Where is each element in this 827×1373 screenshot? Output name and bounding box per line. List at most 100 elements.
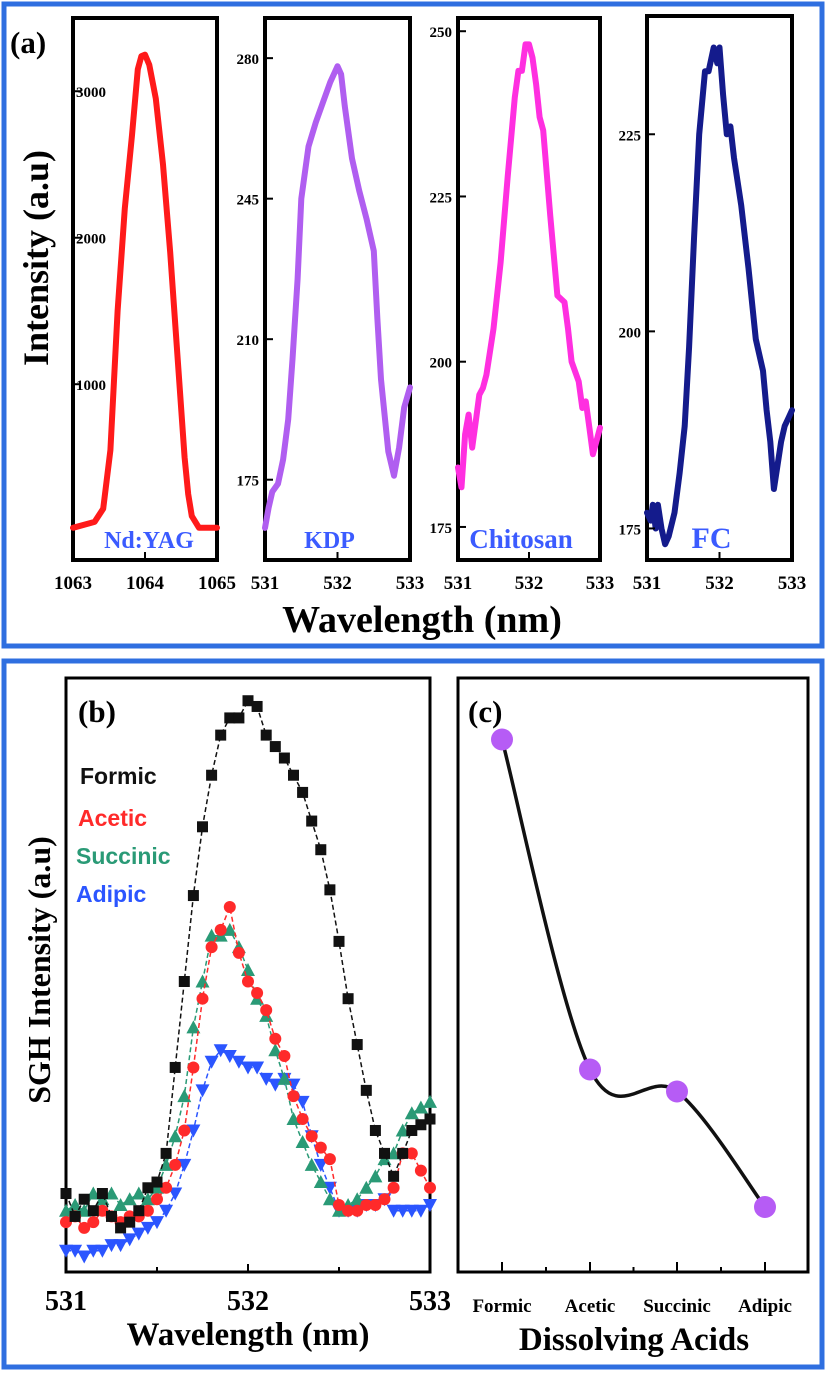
y-tick-label: 200 — [430, 356, 453, 372]
data-point-formic — [160, 1147, 172, 1159]
data-point-formic — [87, 1205, 99, 1217]
x-tick-label: 531 — [444, 573, 473, 594]
x-tick-label: 1064 — [126, 573, 165, 594]
data-point-succinic — [286, 1112, 301, 1126]
series-line — [644, 44, 795, 548]
data-point-formic — [115, 1222, 127, 1234]
subplot-name-label: KDP — [304, 528, 355, 554]
data-point-formic — [351, 1039, 363, 1051]
data-point-acetic — [414, 1164, 427, 1177]
data-point-formic — [142, 1182, 154, 1194]
data-point-acetic — [342, 1204, 355, 1217]
x-tick-label: 533 — [778, 573, 807, 594]
data-point-formic — [388, 1170, 400, 1182]
series-formic — [60, 695, 436, 1234]
series-line — [70, 51, 220, 531]
data-point-formic — [333, 935, 345, 947]
y-tick-label: 175 — [237, 474, 260, 490]
y-tick-label: 3000 — [76, 85, 106, 101]
data-point-adipic — [322, 1181, 337, 1195]
series-line — [455, 41, 603, 491]
data-point-formic — [397, 1147, 409, 1159]
x-tick-label: 531 — [633, 573, 662, 594]
y-tick-label: 2000 — [76, 232, 106, 248]
data-point-succinic — [423, 1094, 437, 1108]
data-point-succinic — [177, 1089, 192, 1103]
data-point-adipic — [186, 1124, 201, 1138]
data-point-acetic — [287, 1090, 300, 1103]
data-point-succinic — [104, 1186, 119, 1200]
panel-a-y-axis-label: Intensity (a.u) — [16, 150, 56, 366]
data-point-succinic — [77, 1203, 92, 1217]
data-point-succinic — [159, 1157, 174, 1171]
data-point-succinic — [413, 1100, 428, 1114]
data-point-formic — [124, 1216, 136, 1228]
data-point-acetic — [424, 1181, 436, 1194]
data-point-formic — [342, 993, 354, 1005]
data-point-acetic — [351, 1204, 364, 1217]
data-point-formic — [224, 712, 236, 724]
data-point-acetic — [242, 975, 254, 988]
x-tick-label: 532 — [515, 573, 544, 594]
data-point-adipic — [222, 1049, 237, 1063]
panel-c-x-axis-label: Dissolving Acids — [519, 1322, 749, 1358]
data-point-adipic — [295, 1095, 310, 1109]
data-point-formic — [251, 700, 263, 712]
data-point-formic — [96, 1188, 108, 1200]
data-point-acetic — [405, 1147, 418, 1160]
data-point-formic — [288, 769, 299, 781]
x-tick-label: 531 — [45, 1286, 87, 1317]
data-point-acetic — [232, 946, 245, 959]
data-point-acetic — [214, 923, 227, 936]
data-point-acetic — [160, 1181, 173, 1194]
data-point-adipic — [404, 1204, 419, 1218]
data-point-acetic — [314, 1141, 327, 1154]
data-point-succinic — [359, 1180, 374, 1194]
data-point-adipic — [204, 1055, 219, 1069]
data-point-succinic — [195, 974, 210, 988]
data-point-acetic — [378, 1193, 391, 1206]
data-point-adipic — [140, 1221, 155, 1235]
x-tick-label: 533 — [409, 1286, 451, 1317]
legend-succinic: Succinic — [76, 843, 171, 869]
panel-a-x-axis-label: Wavelength (nm) — [282, 599, 562, 641]
data-point-formic — [278, 752, 290, 764]
data-point-formic — [215, 729, 227, 741]
data-point-adipic — [268, 1078, 283, 1092]
subplot-name-label: FC — [692, 522, 732, 555]
data-point-acetic — [251, 986, 264, 999]
data-point-adipic — [250, 1061, 265, 1075]
data-point-succinic — [140, 1192, 155, 1206]
panel-b: 531 532 533 — [45, 676, 451, 1317]
data-point-acetic — [260, 1004, 273, 1017]
data-point-adipic — [177, 1158, 192, 1172]
data-point-adipic — [386, 1204, 401, 1218]
data-point-formic — [260, 729, 272, 741]
data-point-acetic — [151, 1193, 163, 1206]
data-point-succinic — [204, 928, 219, 942]
data-point-succinic — [277, 1071, 292, 1085]
data-point-formic — [424, 1113, 436, 1125]
data-point-succinic — [122, 1192, 137, 1206]
y-tick-label: 175 — [430, 521, 453, 537]
panel-a-frame — [1, 1, 825, 649]
data-point-formic — [206, 769, 218, 781]
data-point-acetic — [387, 1181, 400, 1194]
data-point-adipic — [131, 1227, 146, 1241]
panel-bc-frame — [1, 658, 825, 1370]
x-tick-label: Formic — [472, 1296, 531, 1317]
data-point-formic — [324, 884, 336, 896]
data-point-adipic — [754, 1196, 776, 1218]
data-point-formic — [69, 1210, 81, 1222]
data-point-succinic — [68, 1197, 83, 1211]
data-point-acetic — [333, 1198, 345, 1211]
data-point-succinic — [186, 1020, 201, 1034]
data-point-succinic — [404, 1106, 419, 1120]
data-point-formic — [379, 1147, 390, 1159]
data-point-succinic — [113, 1197, 128, 1211]
data-point-acetic — [223, 901, 236, 914]
data-point-formic — [306, 815, 318, 827]
